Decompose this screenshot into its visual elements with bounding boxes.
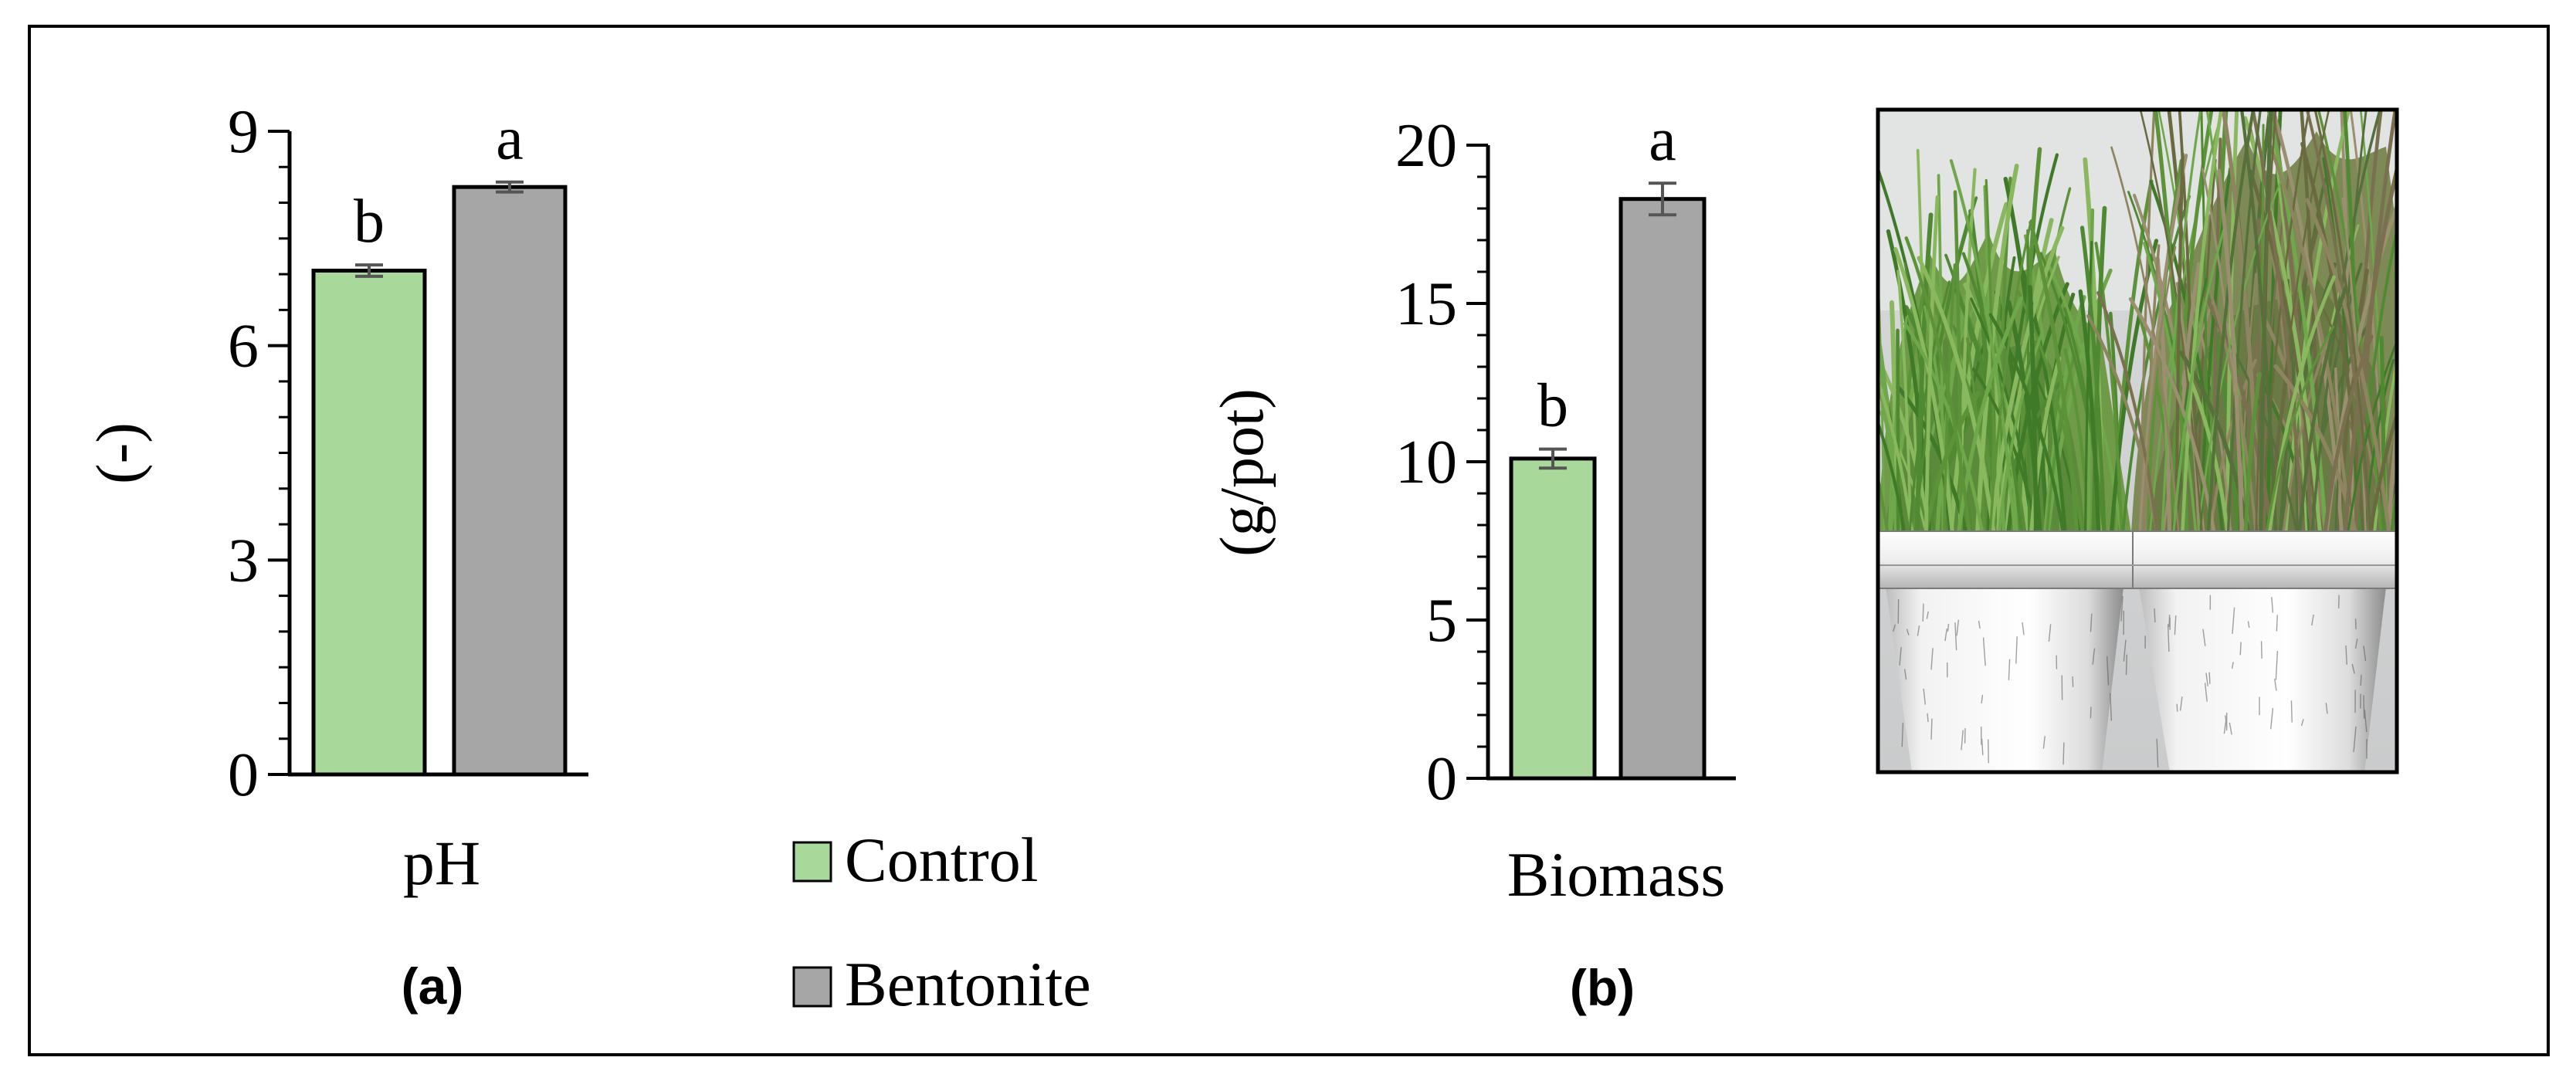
y-tick-label: 0 bbox=[228, 741, 259, 809]
significance-label: b bbox=[1537, 372, 1568, 440]
y-tick-label: 3 bbox=[228, 527, 259, 595]
legend-label-control: Control bbox=[845, 825, 1039, 895]
chart-biomass: 0 5 10 15 20 (g/pot) Biomass b a bbox=[1208, 106, 1736, 910]
panel-label-a: (a) bbox=[402, 957, 464, 1015]
x-axis-label: Biomass bbox=[1507, 839, 1725, 910]
x-axis-label: pH bbox=[403, 828, 480, 898]
bar-control bbox=[1509, 456, 1597, 781]
y-tick-label: 6 bbox=[228, 313, 259, 381]
legend-label-bentonite: Bentonite bbox=[845, 949, 1091, 1019]
bar-bentonite bbox=[452, 185, 568, 777]
significance-label: b bbox=[354, 188, 385, 256]
chart-ph: 0 3 6 9 (-) pH b a bbox=[85, 98, 588, 898]
legend-swatch-bentonite bbox=[792, 966, 832, 1008]
y-axis-label: (g/pot) bbox=[1208, 388, 1276, 557]
y-tick-label: 5 bbox=[1426, 587, 1457, 655]
y-tick-label: 15 bbox=[1395, 270, 1457, 338]
panel-label-b: (b) bbox=[1570, 959, 1635, 1016]
y-tick-label: 9 bbox=[228, 98, 259, 166]
bar-bentonite bbox=[1618, 197, 1707, 781]
grass-pots-photo bbox=[1876, 107, 2399, 774]
significance-label: a bbox=[496, 105, 524, 173]
y-tick-label: 10 bbox=[1395, 429, 1457, 496]
significance-label: a bbox=[1649, 106, 1676, 174]
y-axis-label: (-) bbox=[85, 422, 153, 484]
legend-swatch-control bbox=[792, 841, 832, 883]
bar-control bbox=[311, 268, 427, 777]
figure-frame bbox=[28, 25, 2550, 1056]
y-tick-label: 20 bbox=[1395, 112, 1457, 180]
legend: Control Bentonite bbox=[792, 825, 1091, 1019]
y-tick-label: 0 bbox=[1426, 745, 1457, 813]
